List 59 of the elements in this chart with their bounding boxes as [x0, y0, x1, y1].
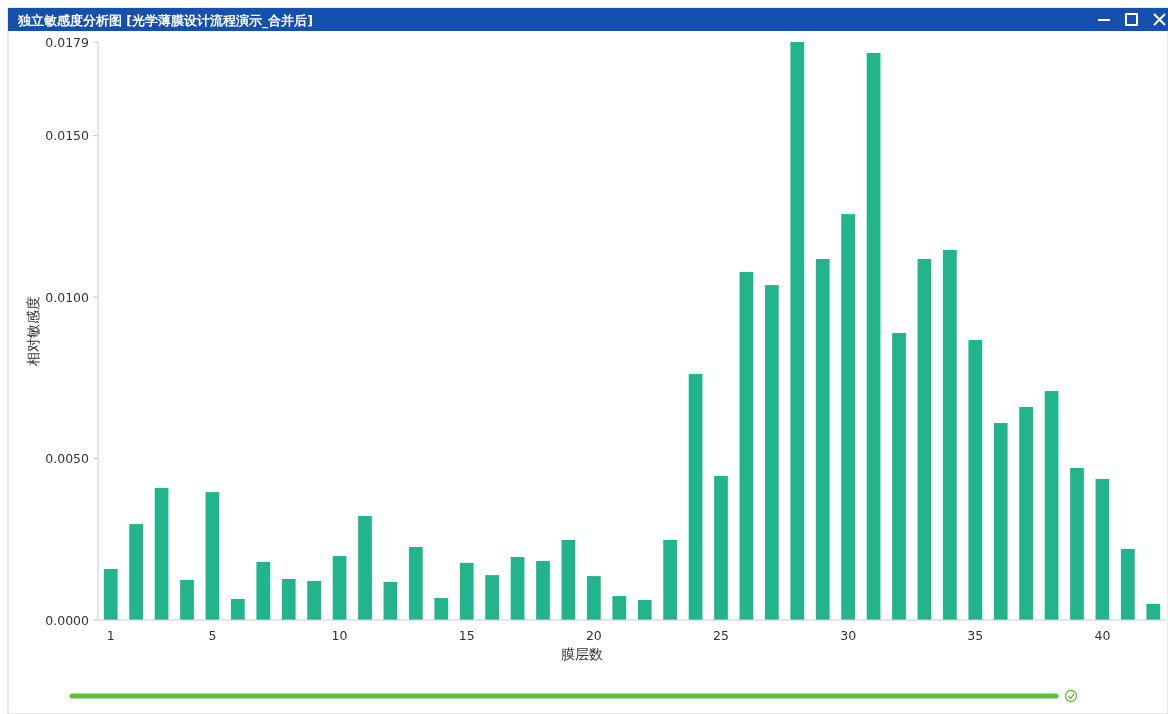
- bar: [586, 576, 601, 620]
- x-tick-label: 20: [585, 628, 602, 643]
- bar: [561, 539, 576, 620]
- bar: [230, 599, 245, 620]
- bar: [434, 598, 449, 620]
- bar: [383, 581, 398, 620]
- y-tick-label: 0.0000: [45, 612, 90, 628]
- x-axis-title: 膜层数: [561, 646, 603, 662]
- bar: [612, 596, 627, 620]
- bar: [103, 568, 118, 620]
- bar: [815, 258, 830, 620]
- x-tick-label: 5: [208, 628, 217, 643]
- bar: [256, 561, 271, 620]
- bar: [307, 580, 322, 620]
- x-tick-label: 30: [840, 628, 857, 643]
- bar: [1044, 391, 1059, 620]
- bar: [866, 52, 881, 620]
- y-tick-label: 0.0050: [45, 451, 90, 467]
- bar: [485, 575, 500, 620]
- bar: [968, 340, 983, 620]
- bar: [1095, 478, 1110, 620]
- bar: [1019, 406, 1034, 620]
- bar: [332, 556, 347, 620]
- bar: [154, 487, 169, 620]
- bar: [993, 423, 1008, 620]
- bar: [358, 516, 372, 620]
- bar: [688, 373, 703, 620]
- bar: [1070, 467, 1084, 620]
- bar: [180, 579, 194, 620]
- bar: [637, 599, 652, 620]
- x-tick-label: 1: [106, 628, 115, 643]
- y-tick-label: 0.0150: [45, 128, 90, 144]
- bar: [739, 271, 754, 620]
- bar: [917, 258, 932, 620]
- bar: [281, 578, 296, 620]
- bar: [714, 475, 728, 620]
- bar: [764, 285, 779, 620]
- x-tick-label: 25: [713, 628, 729, 643]
- bar: [1120, 548, 1135, 620]
- x-tick-label: 40: [1094, 628, 1111, 643]
- y-axis-title: 相对敏感度: [25, 296, 41, 366]
- bar: [205, 492, 220, 620]
- bar: [408, 547, 423, 620]
- bar: [510, 557, 525, 620]
- bar: [1146, 603, 1161, 620]
- bar: [790, 42, 805, 620]
- bar: [129, 524, 144, 620]
- bar: [663, 539, 678, 620]
- chart-title: 独立敏感度分析图 [光学薄膜设计流程演示_合并后]: [17, 12, 314, 29]
- x-tick-label: 10: [331, 628, 348, 643]
- x-tick-label: 35: [967, 628, 984, 643]
- bar: [459, 562, 474, 620]
- x-tick-label: 15: [458, 628, 475, 643]
- bar: [892, 332, 906, 620]
- bar: [841, 214, 856, 620]
- y-tick-label: 0.0179: [45, 34, 90, 50]
- bar: [942, 249, 957, 620]
- bar: [536, 560, 550, 620]
- y-tick-label: 0.0100: [45, 289, 90, 305]
